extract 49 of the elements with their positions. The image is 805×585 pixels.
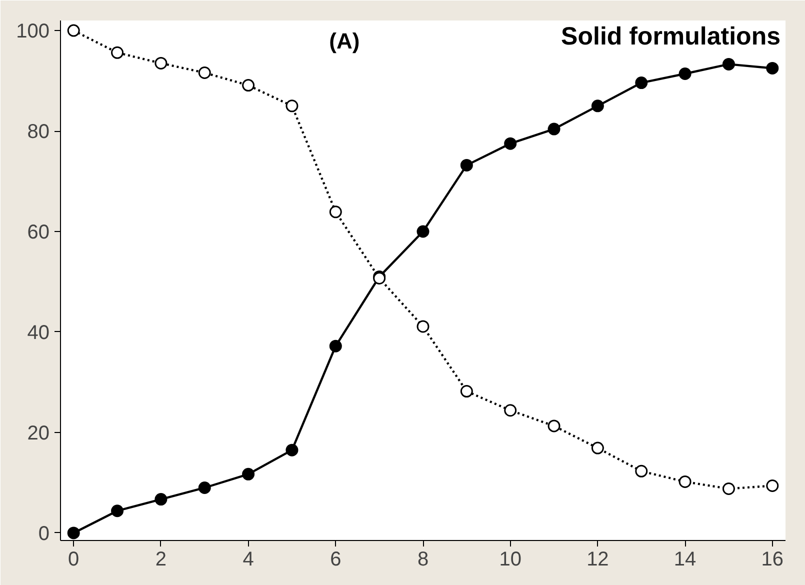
point — [198, 66, 211, 79]
point — [635, 76, 648, 90]
point — [242, 79, 255, 92]
point — [678, 68, 692, 80]
y-tick-label: 100 — [16, 20, 50, 43]
y-tick-label: 60 — [27, 222, 50, 244]
point — [548, 122, 560, 136]
point — [198, 482, 211, 494]
point — [635, 464, 648, 478]
chart-title: Solid formulations — [561, 22, 781, 50]
point — [766, 480, 779, 492]
point — [329, 340, 342, 352]
x-tick-label: 14 — [674, 548, 696, 570]
point — [111, 46, 124, 59]
x-tick-label: 16 — [761, 548, 784, 570]
point — [286, 444, 298, 456]
point — [154, 493, 168, 506]
point — [416, 225, 430, 238]
point — [722, 58, 735, 70]
x-tick-label: 12 — [586, 548, 609, 570]
x-tick-label: 10 — [499, 548, 522, 570]
x-tick-label: 0 — [68, 548, 80, 570]
point — [766, 62, 779, 74]
x-tick-label: 2 — [155, 548, 167, 570]
annotation: (A) — [329, 28, 360, 54]
x-tick-label: 4 — [242, 548, 254, 570]
point — [242, 468, 255, 480]
point — [548, 420, 560, 432]
point — [111, 504, 124, 518]
point — [154, 56, 168, 70]
y-tick-label: 40 — [27, 322, 50, 344]
y-tick-label: 80 — [27, 121, 50, 144]
point — [329, 206, 342, 218]
x-tick-label: 8 — [417, 548, 429, 570]
point — [67, 24, 80, 37]
point — [460, 385, 473, 398]
point — [722, 482, 735, 495]
y-tick-label: 20 — [27, 422, 50, 444]
y-tick-label: 0 — [38, 522, 50, 545]
point — [67, 526, 80, 540]
point — [286, 100, 298, 112]
point — [416, 320, 430, 333]
point — [591, 100, 604, 112]
point — [678, 475, 692, 488]
point — [504, 137, 517, 150]
point — [460, 158, 473, 172]
x-tick-label: 6 — [330, 548, 342, 570]
point — [504, 404, 517, 417]
point — [591, 442, 604, 454]
